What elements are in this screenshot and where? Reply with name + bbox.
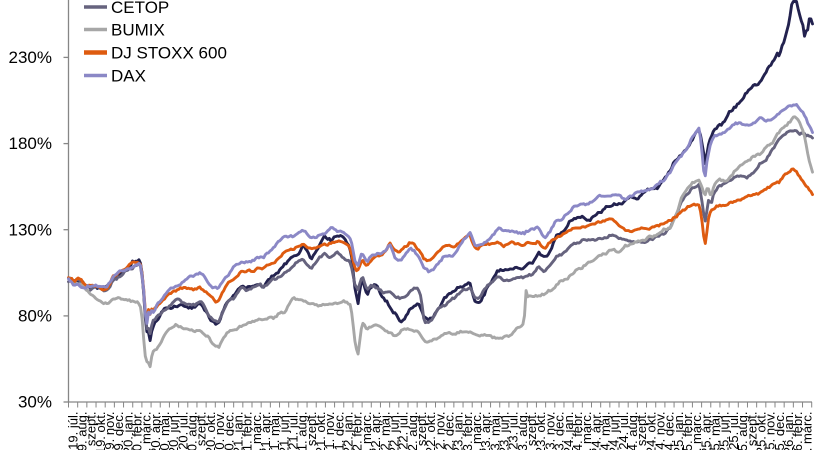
svg-text:CETOP: CETOP [111, 0, 169, 17]
svg-text:2022. aug.: 2022. aug. [405, 412, 420, 451]
svg-text:2021. máj.: 2021. máj. [267, 412, 282, 451]
svg-text:2026. márc.: 2026. márc. [799, 412, 814, 451]
svg-text:2023. okt.: 2023. okt. [533, 412, 548, 451]
svg-text:2021. jan.: 2021. jan. [230, 412, 245, 451]
svg-text:2020. nov.: 2020. nov. [212, 412, 227, 451]
svg-text:230%: 230% [9, 48, 52, 67]
svg-text:2022. márc.: 2022. márc. [359, 412, 374, 451]
svg-text:2021. okt.: 2021. okt. [313, 412, 328, 451]
svg-text:2025. szept.: 2025. szept. [744, 412, 759, 451]
svg-text:2025. nov.: 2025. nov. [763, 412, 778, 451]
svg-text:2022. nov.: 2022. nov. [432, 412, 447, 451]
svg-text:2025. okt.: 2025. okt. [753, 412, 768, 451]
svg-text:2023. máj.: 2023. máj. [487, 412, 502, 451]
svg-text:2021. jún.: 2021. jún. [276, 412, 291, 451]
svg-text:2022. jan.: 2022. jan. [341, 412, 356, 451]
svg-text:2026. jan.: 2026. jan. [781, 412, 796, 451]
svg-text:2019. júl.: 2019. júl. [65, 412, 80, 451]
svg-text:2022. júl.: 2022. júl. [396, 412, 411, 451]
svg-text:2022. okt.: 2022. okt. [423, 412, 438, 451]
svg-text:2020. máj.: 2020. máj. [157, 412, 172, 451]
svg-text:DAX: DAX [111, 67, 146, 86]
svg-text:2020. jan.: 2020. jan. [120, 412, 135, 451]
svg-text:2020. márc.: 2020. márc. [139, 412, 154, 451]
svg-text:2026. febr.: 2026. febr. [790, 412, 805, 451]
svg-text:2024. máj.: 2024. máj. [597, 412, 612, 451]
svg-text:2021. szept.: 2021. szept. [304, 412, 319, 451]
svg-text:2023. márc.: 2023. márc. [469, 412, 484, 451]
svg-text:2020. okt.: 2020. okt. [203, 412, 218, 451]
svg-text:2020. jún.: 2020. jún. [166, 412, 181, 451]
svg-text:2019. aug.: 2019. aug. [74, 412, 89, 451]
svg-text:2025. jan.: 2025. jan. [671, 412, 686, 451]
svg-text:2024. júl.: 2024. júl. [616, 412, 631, 451]
svg-text:80%: 80% [18, 307, 52, 326]
svg-text:2021. febr.: 2021. febr. [240, 412, 255, 451]
svg-text:2020. aug.: 2020. aug. [185, 412, 200, 451]
svg-text:2023. febr.: 2023. febr. [460, 412, 475, 451]
svg-text:2021. aug.: 2021. aug. [295, 412, 310, 451]
svg-text:2021. dec.: 2021. dec. [331, 412, 346, 451]
svg-text:130%: 130% [9, 220, 52, 239]
svg-text:2020. júl.: 2020. júl. [175, 412, 190, 451]
svg-text:2024. ápr.: 2024. ápr. [588, 412, 603, 451]
svg-text:2021. nov.: 2021. nov. [322, 412, 337, 451]
svg-text:2019. dec.: 2019. dec. [111, 412, 126, 451]
svg-text:2024. febr.: 2024. febr. [570, 412, 585, 451]
svg-text:2024. okt.: 2024. okt. [643, 412, 658, 451]
svg-text:DJ STOXX 600: DJ STOXX 600 [111, 44, 227, 63]
svg-text:2019. nov.: 2019. nov. [102, 412, 117, 451]
svg-text:2025. jún.: 2025. jún. [717, 412, 732, 451]
svg-text:2024. szept.: 2024. szept. [634, 412, 649, 451]
svg-text:2023. szept.: 2023. szept. [524, 412, 539, 451]
svg-text:BUMIX: BUMIX [111, 21, 165, 40]
svg-text:2025. febr.: 2025. febr. [680, 412, 695, 451]
svg-text:2020. szept.: 2020. szept. [194, 412, 209, 451]
svg-text:2025. máj.: 2025. máj. [708, 412, 723, 451]
svg-text:2022. ápr.: 2022. ápr. [368, 412, 383, 451]
svg-text:30%: 30% [18, 393, 52, 412]
svg-text:2024. jún.: 2024. jún. [607, 412, 622, 451]
svg-text:2025. márc.: 2025. márc. [689, 412, 704, 451]
svg-text:2024. nov.: 2024. nov. [653, 412, 668, 451]
svg-text:2025. dec.: 2025. dec. [772, 412, 787, 451]
svg-text:2023. jan.: 2023. jan. [451, 412, 466, 451]
svg-text:2022. szept.: 2022. szept. [414, 412, 429, 451]
svg-text:180%: 180% [9, 134, 52, 153]
svg-text:2025. ápr.: 2025. ápr. [698, 412, 713, 451]
svg-text:2022. dec.: 2022. dec. [441, 412, 456, 451]
svg-text:2025. júl.: 2025. júl. [726, 412, 741, 451]
svg-text:2023. nov.: 2023. nov. [542, 412, 557, 451]
svg-text:2021. júl.: 2021. júl. [286, 412, 301, 451]
svg-text:2024. dec.: 2024. dec. [662, 412, 677, 451]
svg-text:2020. ápr.: 2020. ápr. [148, 412, 163, 451]
svg-text:2023. dec.: 2023. dec. [552, 412, 567, 451]
svg-text:2021. márc.: 2021. márc. [249, 412, 264, 451]
svg-text:2023. jún.: 2023. jún. [497, 412, 512, 451]
svg-text:2024. jan.: 2024. jan. [561, 412, 576, 451]
svg-text:2024. márc.: 2024. márc. [579, 412, 594, 451]
svg-text:2023. aug.: 2023. aug. [515, 412, 530, 451]
svg-text:2022. máj.: 2022. máj. [377, 412, 392, 451]
svg-text:2024. aug.: 2024. aug. [625, 412, 640, 451]
svg-text:2022. jún.: 2022. jún. [386, 412, 401, 451]
svg-text:2019. okt.: 2019. okt. [93, 412, 108, 451]
svg-text:2022. febr.: 2022. febr. [350, 412, 365, 451]
svg-text:2023. ápr.: 2023. ápr. [478, 412, 493, 451]
svg-text:2025. aug.: 2025. aug. [735, 412, 750, 451]
svg-text:2019. szept.: 2019. szept. [84, 412, 99, 451]
svg-text:2020. dec.: 2020. dec. [221, 412, 236, 451]
svg-text:2021. ápr.: 2021. ápr. [258, 412, 273, 451]
svg-text:2020. febr.: 2020. febr. [130, 412, 145, 451]
svg-text:2023. júl.: 2023. júl. [506, 412, 521, 451]
